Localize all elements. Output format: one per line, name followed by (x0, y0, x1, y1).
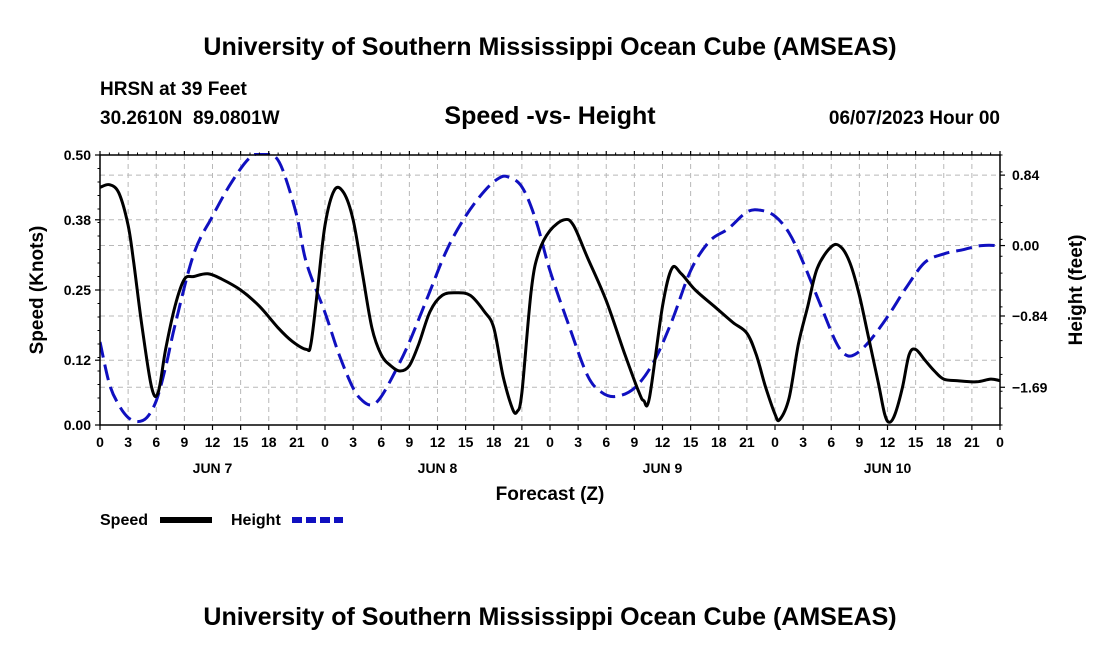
station-line: HRSN at 39 Feet (100, 79, 247, 100)
legend: Speed Height (100, 512, 343, 529)
day-label: JUN 8 (418, 460, 458, 476)
x-tick-label: 12 (655, 434, 671, 450)
x-tick-label: 9 (855, 434, 863, 450)
y-left-tick-label: 0.00 (64, 417, 91, 433)
y-right-tick-labels: 0.84 0.00 −0.84 −1.69 (1012, 167, 1048, 395)
x-tick-label: 12 (880, 434, 896, 450)
day-label: JUN 10 (864, 460, 912, 476)
legend-speed-label: Speed (100, 512, 148, 529)
x-tick-label: 21 (289, 434, 305, 450)
x-tick-labels: 0 3 6 9 12 15 18 21 0 3 6 9 12 15 18 21 0 3 6 9 12 15 18 21 0 3 6 9… (96, 434, 1004, 450)
x-tick-label: 12 (430, 434, 446, 450)
y-right-tick-label: −0.84 (1012, 308, 1048, 324)
x-tick-label: 9 (180, 434, 188, 450)
x-tick-label: 15 (458, 434, 474, 450)
chart-subtitle: Speed -vs- Height (444, 102, 656, 130)
y-right-tick-label: −1.69 (1012, 379, 1048, 395)
x-tick-label: 18 (936, 434, 952, 450)
x-tick-label: 0 (96, 434, 104, 450)
x-tick-label: 3 (349, 434, 357, 450)
y-left-axis-label: Speed (Knots) (27, 226, 48, 355)
x-tick-label: 3 (799, 434, 807, 450)
x-tick-label: 9 (630, 434, 638, 450)
x-tick-label: 12 (205, 434, 221, 450)
axis-ticks (95, 151, 1005, 430)
x-tick-label: 6 (377, 434, 385, 450)
series-layer (100, 153, 1000, 424)
x-tick-label: 0 (546, 434, 554, 450)
x-tick-label: 0 (996, 434, 1004, 450)
x-tick-label: 6 (827, 434, 835, 450)
x-tick-label: 0 (321, 434, 329, 450)
datetime-line: 06/07/2023 Hour 00 (829, 108, 1000, 129)
y-right-axis-label: Height (feet) (1066, 235, 1087, 346)
day-label: JUN 7 (193, 460, 233, 476)
x-tick-label: 9 (405, 434, 413, 450)
y-left-tick-label: 0.38 (64, 212, 91, 228)
y-right-tick-label: 0.84 (1012, 167, 1039, 183)
x-tick-label: 3 (124, 434, 132, 450)
coords-line: 30.2610N 89.0801W (100, 108, 280, 129)
y-left-tick-label: 0.25 (64, 282, 91, 298)
x-tick-label: 6 (152, 434, 160, 450)
x-tick-label: 21 (739, 434, 755, 450)
x-tick-label: 0 (771, 434, 779, 450)
speed-series-line (100, 183, 1000, 424)
y-left-tick-label: 0.50 (64, 147, 91, 163)
x-tick-label: 15 (908, 434, 924, 450)
day-labels: JUN 7 JUN 8 JUN 9 JUN 10 (193, 460, 912, 476)
height-series-line (100, 153, 1000, 424)
x-tick-label: 18 (711, 434, 727, 450)
x-tick-label: 15 (233, 434, 249, 450)
x-tick-label: 21 (514, 434, 530, 450)
x-tick-label: 3 (574, 434, 582, 450)
footer-title: University of Southern Mississippi Ocean… (203, 603, 896, 631)
x-tick-label: 18 (486, 434, 502, 450)
x-tick-label: 15 (683, 434, 699, 450)
day-label: JUN 9 (643, 460, 683, 476)
x-tick-label: 6 (602, 434, 610, 450)
x-axis-label: Forecast (Z) (496, 484, 605, 505)
main-title: University of Southern Mississippi Ocean… (203, 33, 896, 61)
x-tick-label: 21 (964, 434, 980, 450)
y-left-tick-label: 0.12 (64, 352, 91, 368)
grid-lines (100, 155, 1000, 425)
legend-height-label: Height (231, 512, 281, 529)
y-right-tick-label: 0.00 (1012, 238, 1039, 254)
y-left-tick-labels: 0.00 0.12 0.25 0.38 0.50 (64, 147, 91, 433)
x-tick-label: 18 (261, 434, 277, 450)
